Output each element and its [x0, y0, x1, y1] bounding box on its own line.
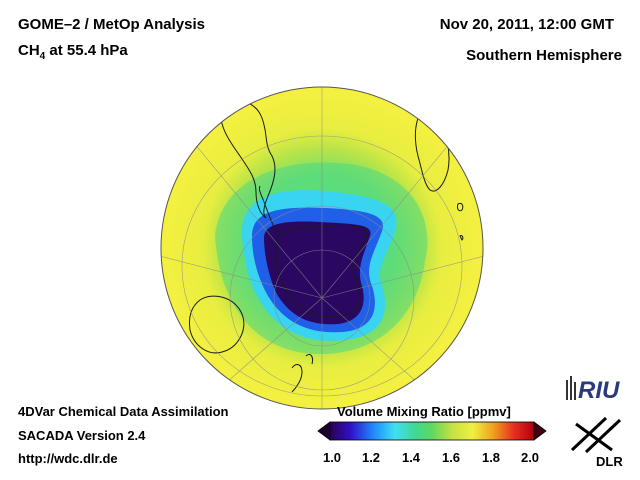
analysis-datetime: Nov 20, 2011, 12:00 GMT	[439, 16, 614, 33]
footer-website-link[interactable]: http://wdc.dlr.de	[18, 451, 118, 466]
riu-logo: RIU	[566, 376, 620, 404]
dlr-logo-text: DLR	[596, 454, 623, 469]
colorbar-tick-label: 1.2	[361, 450, 381, 465]
species-name: CH	[18, 42, 40, 59]
dlr-logo: DLR	[570, 416, 623, 469]
colorbar-tick-label: 1.8	[481, 450, 501, 465]
colorbar	[317, 421, 547, 441]
pressure-level: at 55.4 hPa	[45, 42, 128, 59]
antarctic-peninsula	[259, 185, 279, 237]
species-subscript: 4	[39, 51, 46, 62]
colorbar-tick-label: 1.0	[322, 450, 342, 465]
species-level-label: CH4 at 55.4 hPa	[18, 42, 128, 62]
southern-hemisphere-globe	[160, 86, 484, 410]
new-zealand-coastline	[291, 353, 313, 393]
colorbar-tick-label: 1.6	[441, 450, 461, 465]
hemisphere-label: Southern Hemisphere	[466, 47, 622, 64]
colorbar-tick-label: 1.4	[401, 450, 421, 465]
colorbar-gradient	[329, 421, 535, 441]
australia-coastline	[189, 295, 245, 354]
antarctica-coastline	[275, 224, 368, 318]
footer-version-label: SACADA Version 2.4	[18, 428, 146, 443]
graticule	[161, 87, 483, 409]
globe-outline	[160, 86, 484, 410]
map-title: GOME–2 / MetOp Analysis	[18, 16, 205, 33]
riu-logo-text: RIU	[578, 377, 620, 404]
colorbar-high-arrow	[533, 421, 547, 441]
colorbar-low-arrow	[317, 421, 331, 441]
colorbar-tick-label: 2.0	[520, 450, 540, 465]
footer-assimilation-label: 4DVar Chemical Data Assimilation	[18, 404, 229, 419]
island-coastline	[457, 203, 464, 241]
colorbar-title: Volume Mixing Ratio [ppmv]	[337, 404, 511, 419]
